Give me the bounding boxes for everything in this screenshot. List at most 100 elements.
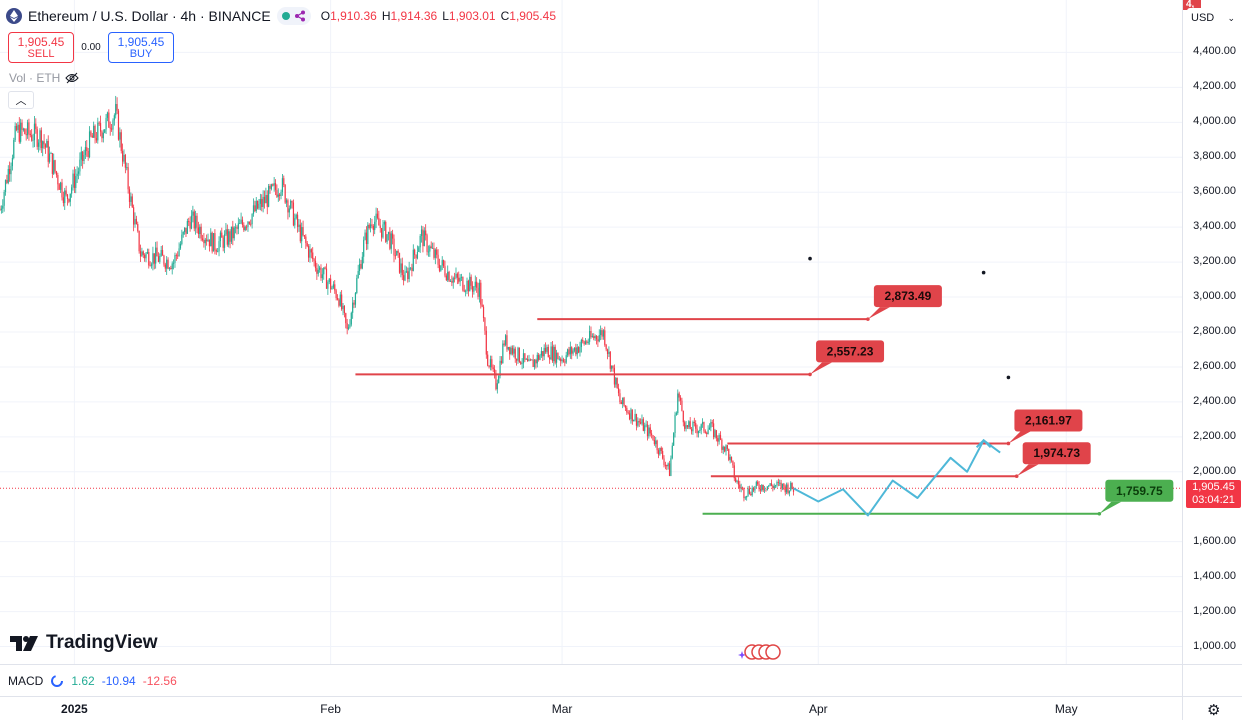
candle-body (396, 250, 398, 256)
candle-body (383, 221, 385, 225)
candle-body (594, 335, 596, 339)
tradingview-logo[interactable]: TradingView (10, 632, 158, 654)
candle-body (88, 131, 91, 157)
candle-body (619, 393, 621, 403)
candle-body (580, 339, 582, 347)
close-label: C (500, 9, 510, 23)
candle-body (150, 264, 153, 266)
collapse-legend-button[interactable]: ︿ (8, 91, 34, 109)
candle-body (558, 358, 560, 360)
candle-body (222, 237, 224, 248)
candle-body (543, 347, 545, 357)
low-label: L (442, 9, 449, 23)
candle-body (233, 227, 235, 239)
candle-body (279, 194, 281, 197)
candle-body (422, 229, 424, 247)
candle-body (33, 123, 36, 141)
candle-body (167, 259, 169, 269)
candle-body (792, 488, 795, 492)
candle-body (737, 480, 740, 485)
candle-body (679, 397, 682, 401)
candle-body (722, 446, 724, 450)
buy-button[interactable]: 1,905.45 BUY (108, 32, 174, 63)
candle-body (404, 271, 406, 281)
candle-body (678, 393, 680, 398)
eye-hidden-icon[interactable] (65, 72, 80, 84)
candle-body (524, 353, 526, 360)
candle-body (171, 263, 173, 269)
market-status-pill[interactable] (276, 7, 311, 25)
candle-body (455, 273, 457, 278)
candle-body (223, 234, 226, 248)
candle-body (115, 103, 117, 116)
candle-body (743, 488, 745, 499)
candle-body (528, 359, 530, 362)
events-icon[interactable] (736, 641, 784, 663)
candle-body (520, 361, 522, 364)
candle-body (9, 168, 11, 175)
candle-body (589, 330, 591, 342)
candle-body (441, 260, 443, 266)
candle-body (482, 306, 485, 318)
candle-body (372, 226, 374, 231)
candle-body (692, 421, 694, 432)
symbol-title[interactable]: Ethereum / U.S. Dollar · 4h · BINANCE (28, 8, 271, 24)
candle-body (710, 422, 712, 428)
volume-indicator[interactable]: Vol · ETH (9, 71, 80, 85)
currency-selector[interactable]: USD ⌄ (1187, 8, 1239, 28)
time-tick-label: Mar (551, 702, 573, 716)
sell-button[interactable]: 1,905.45 SELL (8, 32, 74, 63)
candle-body (516, 358, 518, 361)
candle-body (211, 232, 213, 252)
candle-body (113, 115, 115, 121)
candle-body (769, 483, 771, 486)
candle-body (131, 196, 133, 208)
candle-body (637, 421, 639, 426)
candle-body (675, 413, 678, 415)
candle-body (440, 265, 442, 271)
candle-body (522, 353, 525, 364)
macd-label[interactable]: MACD (8, 674, 44, 688)
gear-icon[interactable]: ⚙ (1207, 702, 1221, 719)
macd-pane[interactable]: MACD 1.62 -10.94 -12.56 (0, 664, 1182, 696)
candle-body (426, 235, 428, 252)
candle-body (721, 439, 723, 450)
candle-body (251, 213, 253, 225)
candle-body (44, 144, 47, 148)
candle-body (314, 260, 317, 269)
candle-body (765, 489, 767, 491)
level-callout-box (873, 285, 942, 308)
price-axis[interactable]: 4, USD ⌄ 4,400.00 4,200.00 4,000.00 3,800.0… (1182, 0, 1242, 664)
candle-body (379, 225, 381, 228)
candle-body (431, 247, 434, 249)
candle-body (662, 451, 664, 459)
candle-body (263, 196, 266, 204)
candle-body (196, 215, 198, 228)
open-label: O (320, 9, 331, 23)
candle-body (240, 219, 242, 224)
candle-body (139, 251, 142, 257)
high-value: 1,914.36 (390, 9, 438, 23)
candle-body (0, 209, 1, 211)
price-tick-label: 3,000.00 (1193, 290, 1236, 303)
candle-body (122, 150, 124, 162)
candle-body (498, 376, 500, 384)
candle-body (327, 282, 329, 289)
candle-body (287, 200, 289, 213)
drawing-anchor-dot (1006, 375, 1011, 380)
time-axis[interactable]: 2025 Feb Mar Apr May (0, 696, 1182, 720)
candle-body (535, 359, 537, 364)
candle-body (76, 173, 78, 177)
candle-body (272, 184, 274, 186)
candle-body (28, 122, 30, 134)
candle-body (39, 130, 41, 143)
main-chart-pane[interactable]: 2,873.49 2,557.23 2,161.97 1,974.73 1,759.75… (0, 0, 1182, 664)
candle-body (364, 232, 366, 240)
candle-body (590, 330, 592, 338)
current-price-label: 1,905.45 03:04:21 (1186, 480, 1241, 509)
price-chart[interactable]: 2,873.49 2,557.23 2,161.97 1,974.73 1,759.75 (0, 0, 1182, 664)
candle-body (10, 166, 12, 175)
candle-body (128, 189, 131, 202)
candle-body (682, 410, 684, 423)
candle-body (699, 429, 701, 432)
